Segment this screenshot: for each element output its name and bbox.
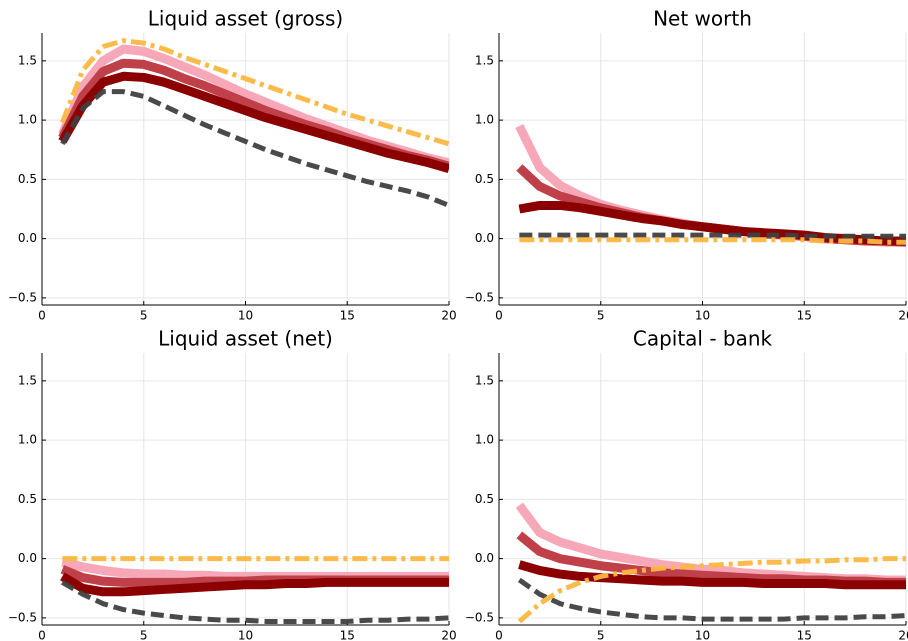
subplot: Capital - bank 0 5 10 15 20 −0.5 0.0 0.5 1.0 1.5 xyxy=(465,327,908,641)
y-tick-label: 1.0 xyxy=(18,113,37,127)
series-line xyxy=(518,560,906,590)
y-tick-label: 0.5 xyxy=(475,492,494,506)
subplot: Liquid asset (gross) 0 5 10 15 20 −0.5 0.0 0.5 1.… xyxy=(8,7,457,323)
y-tick-label: 0.0 xyxy=(475,231,494,245)
y-tick-label: 0.0 xyxy=(18,231,37,245)
x-tick-label: 20 xyxy=(898,629,908,641)
subplot: Net worth 0 5 10 15 20 −0.5 0.0 0.5 1.0 1.5 xyxy=(465,7,908,323)
subplot: Liquid asset (net) 0 5 10 15 20 −0.5 0.0 0.5 1.0 1… xyxy=(8,327,457,641)
series-line xyxy=(519,232,906,239)
x-tick-label: 5 xyxy=(597,629,605,641)
x-tick-label: 20 xyxy=(441,309,456,323)
series-line xyxy=(519,237,906,245)
series-line xyxy=(517,556,906,624)
subplot-title: Liquid asset (net) xyxy=(158,327,333,351)
y-tick-label: 0.5 xyxy=(475,172,494,186)
y-tick-label: 1.0 xyxy=(475,113,494,127)
x-tick-label: 15 xyxy=(340,629,355,641)
x-tick-label: 0 xyxy=(495,629,503,641)
x-tick-label: 20 xyxy=(441,629,456,641)
x-tick-label: 20 xyxy=(898,309,908,323)
series-line xyxy=(60,38,449,147)
y-tick-label: −0.5 xyxy=(8,290,37,304)
series-line xyxy=(60,89,449,208)
y-tick-label: 1.5 xyxy=(475,53,494,67)
series-line xyxy=(60,572,449,597)
y-tick-label: 0.0 xyxy=(475,551,494,565)
series-line xyxy=(61,580,449,624)
x-tick-label: 5 xyxy=(597,309,605,323)
y-tick-label: −0.5 xyxy=(465,290,494,304)
y-tick-label: 1.0 xyxy=(18,433,37,447)
y-tick-label: 0.5 xyxy=(18,492,37,506)
x-tick-label: 0 xyxy=(38,309,46,323)
x-tick-label: 10 xyxy=(238,629,253,641)
series-line xyxy=(515,502,906,585)
series-line xyxy=(518,200,906,246)
x-tick-label: 5 xyxy=(140,309,148,323)
y-tick-label: 1.5 xyxy=(475,373,494,387)
subplot-title: Net worth xyxy=(653,7,752,31)
y-tick-label: 1.5 xyxy=(18,53,37,67)
x-tick-label: 15 xyxy=(797,309,812,323)
x-tick-label: 15 xyxy=(340,309,355,323)
series-line xyxy=(58,71,449,174)
x-tick-label: 10 xyxy=(695,629,710,641)
y-tick-label: 0.0 xyxy=(18,551,37,565)
y-tick-label: −0.5 xyxy=(8,610,37,624)
y-tick-label: −0.5 xyxy=(465,610,494,624)
x-tick-label: 0 xyxy=(38,629,46,641)
subplot-title: Liquid asset (gross) xyxy=(148,7,343,31)
y-tick-label: 1.5 xyxy=(18,373,37,387)
x-tick-label: 0 xyxy=(495,309,503,323)
x-tick-label: 15 xyxy=(797,629,812,641)
x-tick-label: 10 xyxy=(695,309,710,323)
x-tick-label: 10 xyxy=(238,309,253,323)
subplot-title: Capital - bank xyxy=(633,327,773,351)
y-tick-label: 0.5 xyxy=(18,172,37,186)
series-line xyxy=(61,557,449,581)
x-tick-label: 5 xyxy=(140,629,148,641)
series-line xyxy=(517,577,906,622)
y-tick-label: 1.0 xyxy=(475,433,494,447)
